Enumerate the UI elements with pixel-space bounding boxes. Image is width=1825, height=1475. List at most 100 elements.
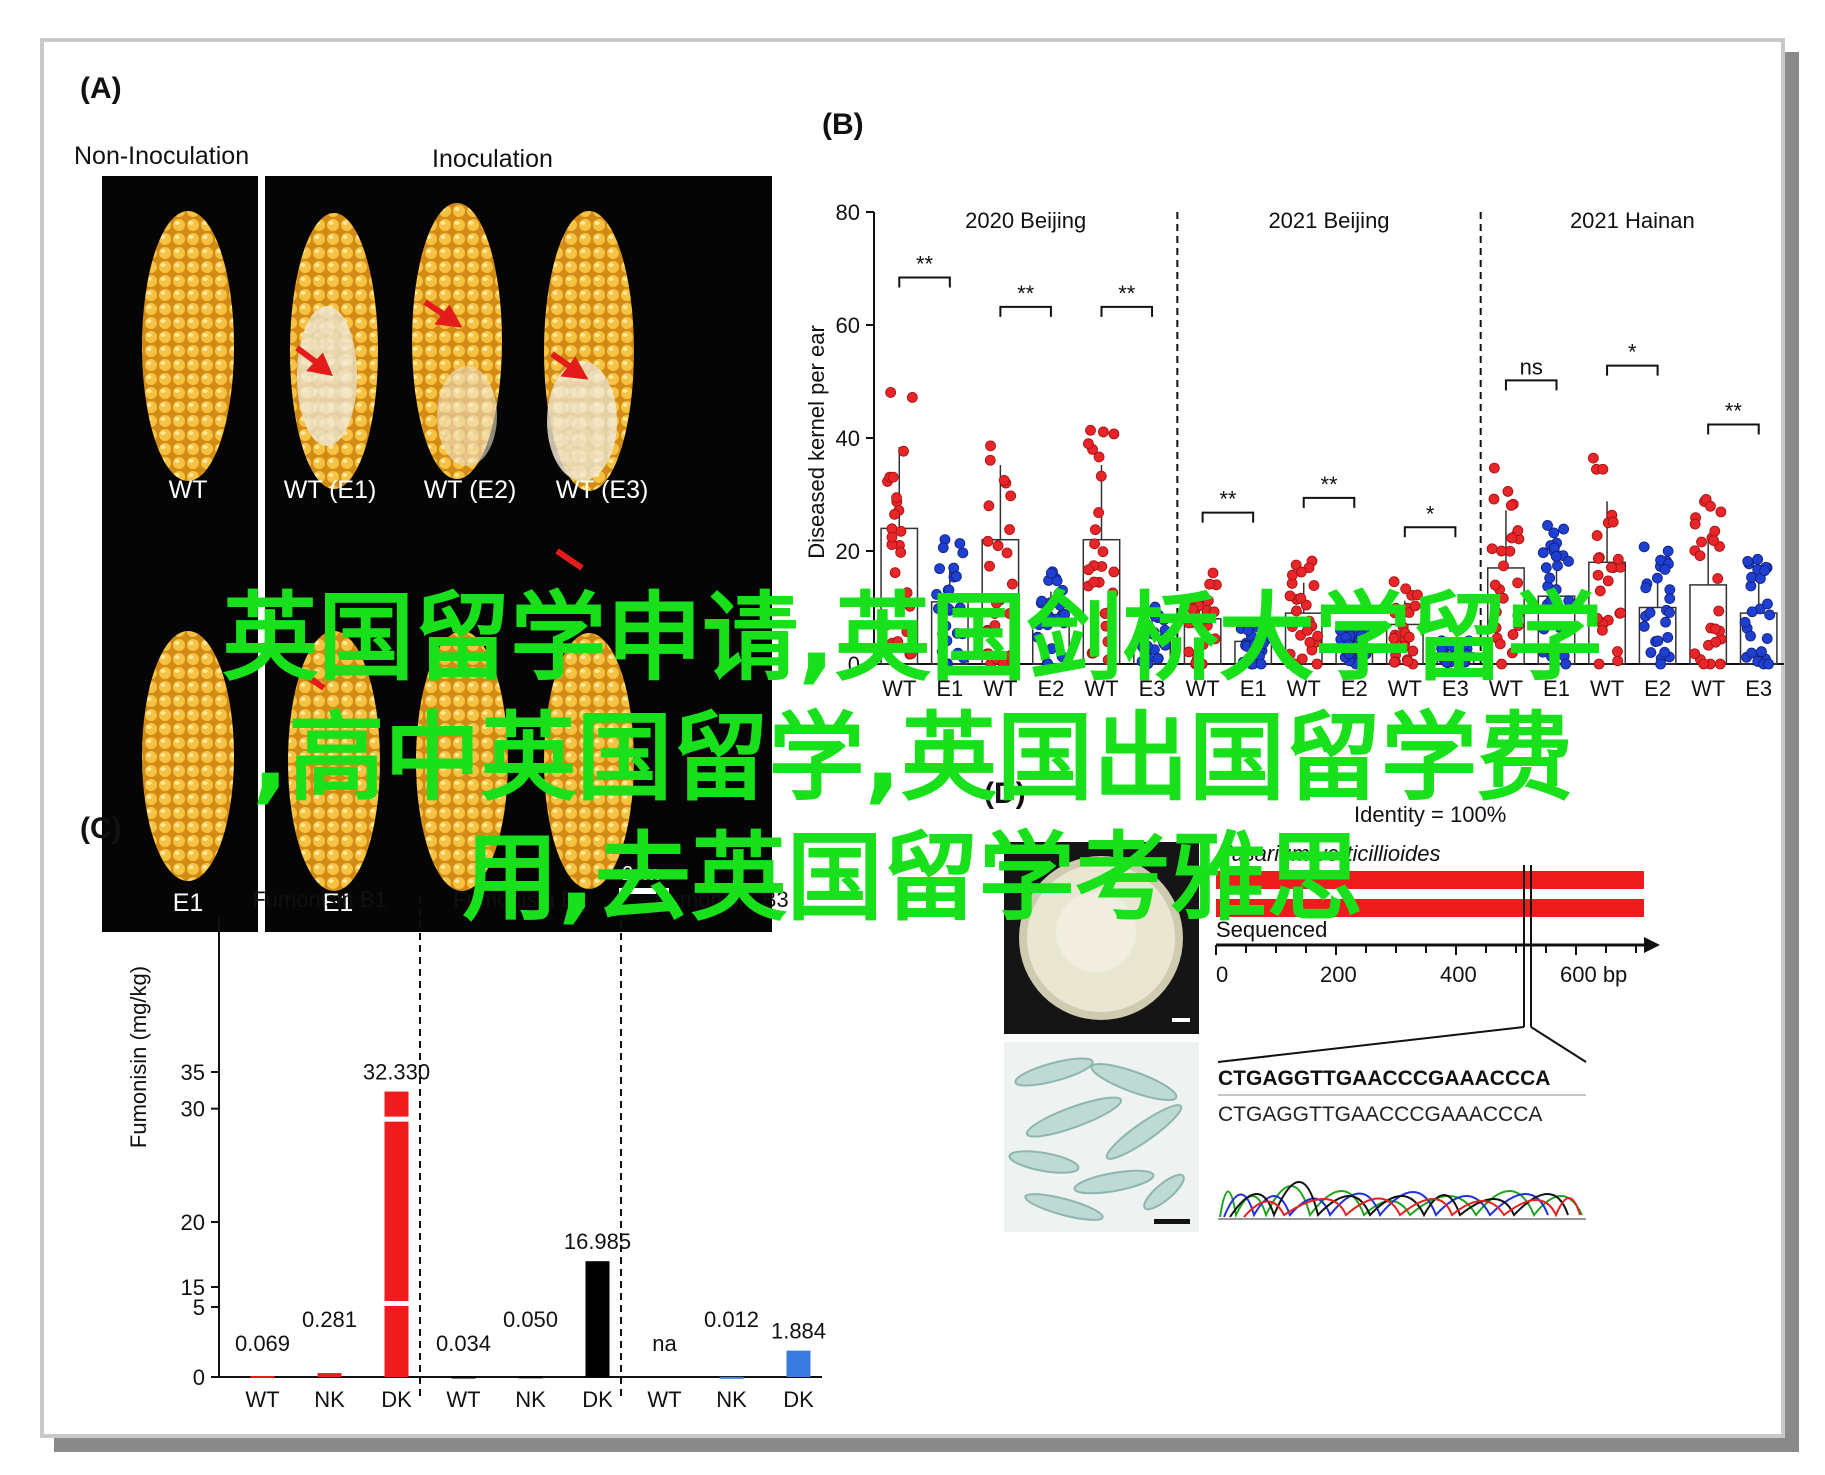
b-point xyxy=(1183,646,1195,658)
b-point xyxy=(1033,619,1045,631)
b-xtick-label: E2 xyxy=(1644,676,1671,701)
b-point xyxy=(1083,438,1094,450)
petri-dish-photo xyxy=(1004,842,1199,1034)
b-point xyxy=(1593,658,1605,670)
b-point xyxy=(1308,580,1320,591)
b-point xyxy=(1335,624,1346,636)
b-point xyxy=(1051,575,1063,587)
b-point xyxy=(940,658,952,670)
b-point xyxy=(1752,553,1764,565)
b-sig-label: ** xyxy=(1219,487,1237,512)
b-point xyxy=(1139,646,1151,657)
c-bar xyxy=(786,1350,811,1377)
species-label: Fusarium verticillioides xyxy=(1218,841,1441,866)
b-point xyxy=(889,508,900,520)
b-point xyxy=(1204,578,1215,590)
b-point xyxy=(1638,541,1650,553)
c-group-title: Fumonisin B2 xyxy=(453,887,588,912)
b-point xyxy=(982,535,994,547)
b-point xyxy=(1640,582,1652,594)
b-point xyxy=(1207,567,1219,579)
b-point xyxy=(1558,523,1570,535)
axis-tick-0: 0 xyxy=(1216,962,1228,987)
b-point xyxy=(1612,553,1624,565)
b-point xyxy=(1592,569,1604,581)
b-point xyxy=(1602,575,1614,587)
b-point xyxy=(1355,630,1367,641)
c-xtick-label: DK xyxy=(582,1387,613,1412)
b-point xyxy=(1083,564,1094,576)
b-point xyxy=(1537,646,1549,658)
b-point xyxy=(937,542,949,554)
b-point xyxy=(1538,623,1550,635)
b-xtick-label: WT xyxy=(1691,676,1725,701)
b-sig-label: ** xyxy=(1320,472,1338,497)
axis-tick-200: 200 xyxy=(1320,962,1357,987)
b-point xyxy=(1389,656,1400,668)
b-point xyxy=(934,563,945,575)
b-point xyxy=(891,492,902,504)
b-point xyxy=(885,387,897,398)
b-sig-bracket xyxy=(1100,305,1154,317)
b-point xyxy=(1746,647,1757,659)
b-point xyxy=(1032,631,1044,643)
c-ytick-label: 5 xyxy=(193,1295,205,1320)
c-value-label: 0.050 xyxy=(503,1307,558,1332)
b-point xyxy=(1108,566,1120,578)
b-point xyxy=(989,608,1001,619)
c-value-label: 32.330 xyxy=(363,1060,430,1085)
panel-b-ylabel: Diseased kernel per ear xyxy=(804,325,829,559)
b-sig-bracket xyxy=(1403,526,1457,538)
c-xtick-label: WT xyxy=(446,1387,480,1412)
ear-label-wt-e2: WT (E2) xyxy=(424,476,517,504)
b-point xyxy=(1412,589,1423,601)
c-ytick-label: 30 xyxy=(181,1097,205,1122)
b-point xyxy=(1714,658,1726,670)
b-point xyxy=(1208,606,1220,618)
b-point xyxy=(1059,616,1070,628)
b-point xyxy=(1107,587,1119,599)
b-point xyxy=(1709,525,1721,537)
overlay-line-1: 英国留学申请,英国剑桥大学留学 xyxy=(222,582,1603,694)
b-point xyxy=(985,440,996,452)
b-point xyxy=(1689,518,1701,530)
b-point xyxy=(1662,632,1674,643)
b-sig-label: ** xyxy=(1118,281,1136,306)
b-point xyxy=(951,571,962,582)
c-bar xyxy=(384,1091,409,1377)
b-point xyxy=(1713,605,1725,617)
b-sig-label: ** xyxy=(1017,281,1035,306)
b-point xyxy=(895,547,907,558)
b-xtick-label: E1 xyxy=(936,676,963,701)
c-value-label: 0.012 xyxy=(704,1307,759,1332)
sequence-alignment: Fusarium verticillioides Sequenced 0 200… xyxy=(1214,837,1774,1237)
b-point xyxy=(1134,627,1146,639)
b-point xyxy=(895,525,907,537)
b-point xyxy=(1659,646,1671,658)
microscope-photo xyxy=(1004,1042,1199,1232)
b-xtick-label: E3 xyxy=(1442,676,1469,701)
b-point xyxy=(1042,658,1054,670)
sequenced-bar xyxy=(1216,899,1644,917)
b-point xyxy=(1664,607,1675,618)
b-sig-label: ns xyxy=(1520,354,1543,379)
b-point xyxy=(1398,640,1410,652)
b-point xyxy=(940,620,952,632)
b-point xyxy=(1554,622,1566,633)
c-bar xyxy=(451,1376,476,1379)
b-point xyxy=(1253,622,1264,633)
b-point xyxy=(1403,607,1415,618)
panel-c-ylabel: Fumonisin (mg/kg) xyxy=(126,966,151,1148)
b-point xyxy=(1594,585,1606,597)
c-ytick-label: 0 xyxy=(193,1365,205,1390)
b-point xyxy=(1287,569,1298,581)
b-point xyxy=(898,445,909,457)
b-point xyxy=(1093,507,1104,518)
b-point xyxy=(991,597,1002,609)
b-point xyxy=(1497,592,1509,604)
b-point xyxy=(982,648,994,660)
b-point xyxy=(989,620,1001,631)
b-sig-bracket xyxy=(898,276,951,288)
b-point xyxy=(1560,658,1572,670)
chromatogram xyxy=(1219,1181,1583,1219)
